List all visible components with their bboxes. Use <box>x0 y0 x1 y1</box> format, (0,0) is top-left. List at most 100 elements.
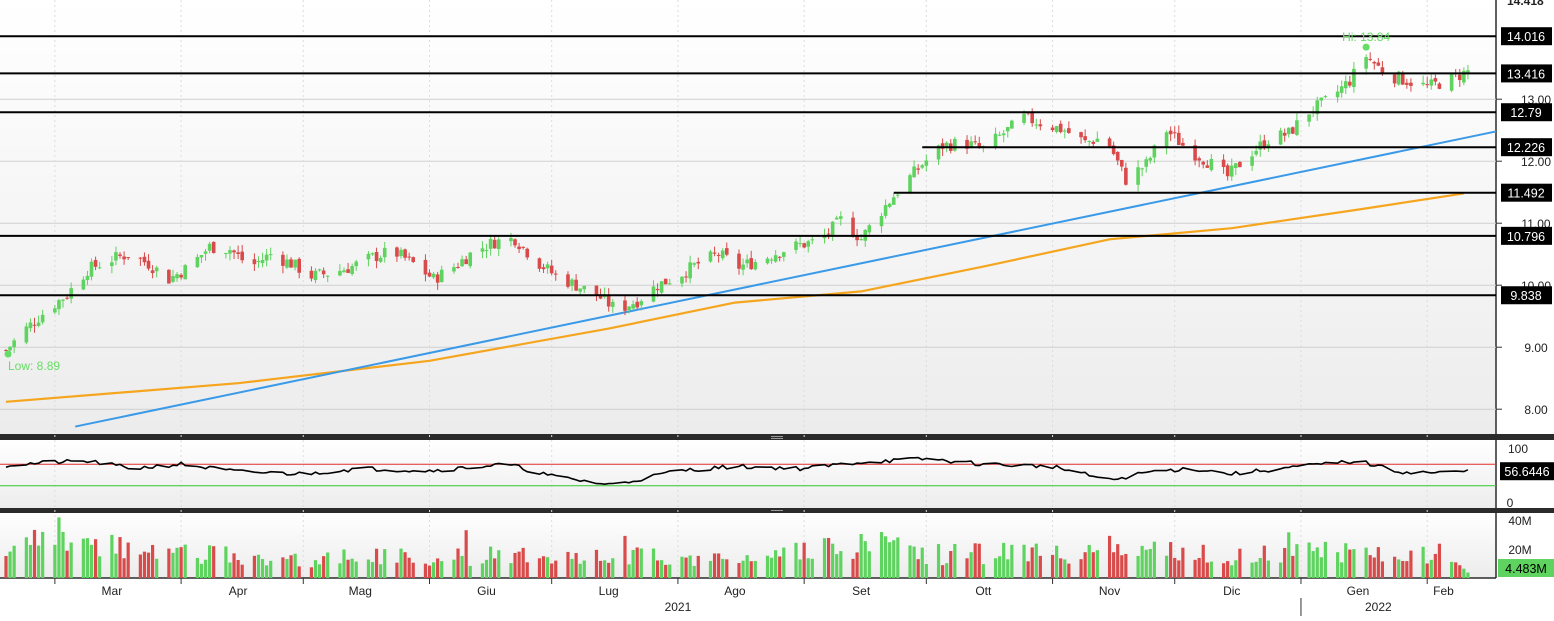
volume-bar <box>379 564 383 578</box>
volume-bar <box>1197 558 1201 578</box>
candle-body <box>236 252 240 254</box>
volume-bar <box>778 556 782 578</box>
candle-body <box>1234 163 1238 168</box>
volume-panel: 40M 20M 4.483M <box>4 514 1554 578</box>
candle-body <box>313 270 318 281</box>
month-label: Dic <box>1223 584 1240 598</box>
volume-bar <box>631 549 635 578</box>
candle-body <box>1457 74 1462 81</box>
candle-body <box>1001 133 1006 136</box>
candle-body <box>663 278 668 285</box>
candle-body <box>1079 132 1083 138</box>
candle-body <box>354 261 359 267</box>
candle-body <box>753 262 758 270</box>
candle-body <box>570 279 574 286</box>
candle-body <box>1421 82 1425 85</box>
candle-body <box>635 301 639 308</box>
candle-body <box>855 235 859 241</box>
candle-body <box>374 252 379 262</box>
volume-bar <box>839 551 843 578</box>
volume-bar <box>1466 572 1470 578</box>
rsi-tick-label: 0 <box>1507 496 1514 510</box>
volume-bar <box>566 551 570 578</box>
volume-bar <box>354 561 358 578</box>
candle-body <box>1400 73 1405 85</box>
candle-body <box>521 246 525 248</box>
volume-bar <box>1148 548 1152 578</box>
volume-bar <box>1209 561 1213 578</box>
volume-bar <box>1380 561 1385 578</box>
candle-body <box>61 299 65 301</box>
candle-body <box>610 301 615 307</box>
volume-bar <box>1348 549 1352 578</box>
volume-bar <box>1352 549 1356 578</box>
volume-bar <box>1454 562 1458 578</box>
volume-bar <box>142 551 147 578</box>
candle-body <box>1282 132 1287 136</box>
candle-body <box>1095 138 1100 142</box>
level-label: 12.226 <box>1507 141 1545 155</box>
candle-body <box>427 272 432 277</box>
volume-bar <box>660 560 664 578</box>
candle-body <box>1409 82 1413 86</box>
candle-body <box>93 259 98 267</box>
x-axis: Mar Apr Mag Giu Lug Ago Set Ott Nov Dic Gen Feb 2021… <box>54 578 1454 616</box>
volume-bar <box>399 548 403 578</box>
volume-bar <box>835 554 839 578</box>
candle-body <box>708 251 713 262</box>
candle-body <box>325 275 330 277</box>
volume-bar <box>1291 555 1295 578</box>
candle-body <box>1177 132 1181 146</box>
month-label: Mar <box>102 584 123 598</box>
volume-bar <box>973 543 977 578</box>
candle-body <box>293 259 297 268</box>
volume-last-value-box <box>1498 559 1554 577</box>
candle-body <box>110 262 114 267</box>
volume-bar <box>1107 535 1112 578</box>
volume-bar <box>497 550 501 578</box>
candle-body <box>1083 136 1087 141</box>
candle-body <box>228 250 232 254</box>
volume-bar <box>32 529 37 578</box>
candle-body <box>1323 96 1328 98</box>
candle-body <box>154 267 159 272</box>
candle-body <box>53 308 57 313</box>
volume-bar <box>953 543 957 578</box>
candle-body <box>297 258 301 273</box>
candle-body <box>1107 138 1112 147</box>
volume-bar <box>1376 547 1380 578</box>
level-label: 12.79 <box>1510 106 1541 120</box>
candle-body <box>883 205 888 216</box>
volume-bar <box>810 558 814 578</box>
volume-bar <box>1169 542 1173 578</box>
volume-bar <box>525 562 529 578</box>
candle-body <box>1111 145 1116 155</box>
candle-body <box>908 175 912 193</box>
candle-body <box>696 261 701 264</box>
candle-body <box>1058 123 1063 133</box>
candle-body <box>769 259 774 261</box>
volume-bar <box>1340 562 1344 578</box>
volume-bar <box>692 565 696 578</box>
volume-bar <box>1458 565 1462 578</box>
candle-body <box>594 285 599 296</box>
candle-body <box>1437 83 1442 89</box>
volume-bar <box>65 550 69 578</box>
candle-body <box>232 250 236 253</box>
candle-body <box>285 259 289 268</box>
volume-bar <box>1067 563 1071 578</box>
candle-body <box>395 247 399 257</box>
volume-bar <box>383 549 387 578</box>
volume-bar <box>554 560 558 578</box>
volume-bar <box>1030 547 1034 578</box>
volume-bar <box>741 560 745 578</box>
month-label: Ago <box>724 584 746 598</box>
volume-bar <box>1226 561 1230 578</box>
volume-bar <box>480 563 485 578</box>
volume-bar <box>1266 560 1270 578</box>
candle-body <box>484 250 489 252</box>
month-label: Gen <box>1347 584 1370 598</box>
candle-body <box>582 285 587 290</box>
candle-body <box>879 215 884 227</box>
